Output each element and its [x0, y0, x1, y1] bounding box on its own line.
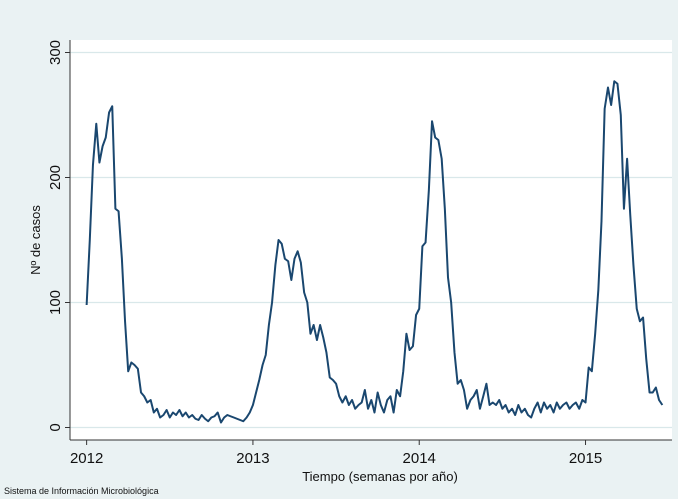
x-axis-label: Tiempo (semanas por año) — [302, 469, 458, 484]
y-tick-label: 300 — [47, 40, 64, 65]
x-tick-label: 2012 — [70, 450, 103, 467]
y-tick-label: 100 — [47, 290, 64, 315]
source-note: Sistema de Información Microbiológica — [4, 486, 159, 496]
y-tick-label: 0 — [47, 423, 64, 431]
y-axis-label: Nº de casos — [28, 205, 43, 275]
x-tick-label: 2013 — [236, 450, 269, 467]
series-line — [85, 80, 664, 424]
y-tick-label: 200 — [47, 165, 64, 190]
plot-area — [70, 40, 672, 440]
x-tick-label: 2014 — [403, 450, 436, 467]
x-tick-label: 2015 — [569, 450, 602, 467]
